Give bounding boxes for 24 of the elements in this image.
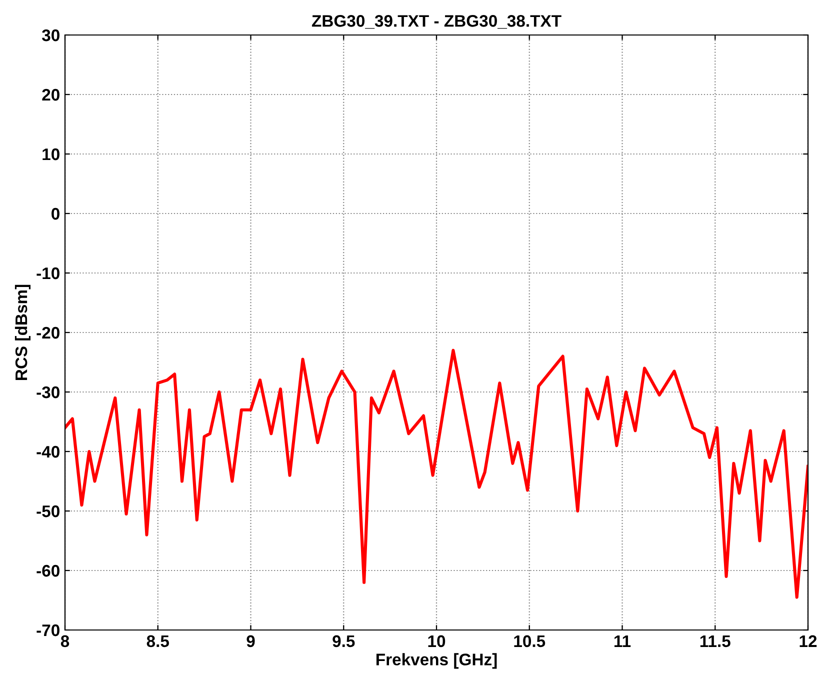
x-axis-title: Frekvens [GHz]	[376, 653, 497, 669]
y-tick-label: -10	[36, 267, 60, 280]
y-tick-label: -30	[36, 386, 60, 398]
y-tick-label: 10	[42, 148, 60, 160]
y-tick-label: -60	[36, 564, 60, 577]
y-axis-title: RCS [dBsm]	[14, 284, 30, 380]
y-tick-label: 30	[42, 29, 60, 42]
x-tick-label: 11	[614, 635, 631, 647]
x-tick-label: 10.5	[514, 635, 546, 648]
y-tick-label: -20	[36, 326, 60, 339]
x-tick-label: 9	[246, 635, 255, 648]
x-tick-label: 8.5	[146, 635, 169, 648]
x-tick-label: 8	[60, 635, 70, 648]
x-tick-label: 10	[428, 635, 446, 648]
chart-title: ZBG30_39.TXT - ZBG30_38.TXT	[312, 15, 562, 29]
x-tick-label: 11.5	[700, 635, 730, 648]
y-tick-label: -40	[36, 446, 60, 458]
x-tick-label: 12	[800, 635, 817, 647]
y-tick-label: -50	[36, 505, 60, 518]
x-tick-label: 9.5	[332, 635, 355, 648]
y-tick-label: -70	[36, 624, 60, 636]
line-series	[65, 348, 808, 599]
y-tick-label: 0	[52, 208, 60, 220]
y-tick-label: 20	[42, 88, 60, 101]
